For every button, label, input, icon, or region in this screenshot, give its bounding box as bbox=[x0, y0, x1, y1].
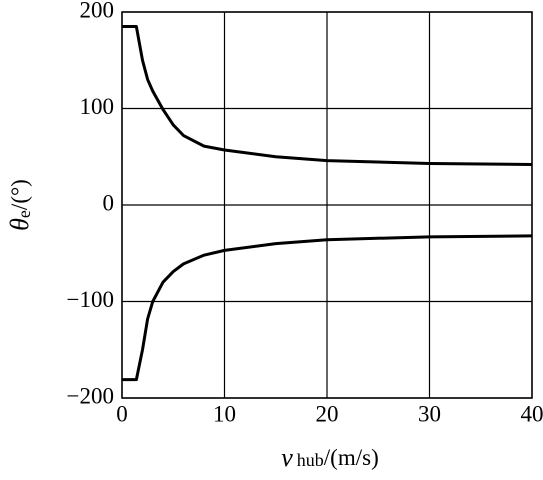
y-label-sub: e bbox=[14, 210, 34, 218]
x-label-sub: hub bbox=[297, 450, 324, 470]
y-axis-label: θe/(°) bbox=[5, 179, 34, 231]
plot-frame bbox=[121, 11, 533, 399]
x-tick-label: 0 bbox=[116, 401, 128, 426]
y-tick-label: −200 bbox=[67, 383, 114, 408]
y-label-unit: /(°) bbox=[7, 179, 32, 210]
x-label-unit: /(m/s) bbox=[324, 445, 379, 470]
series-line bbox=[122, 24, 533, 166]
x-tick-label: 30 bbox=[418, 401, 441, 426]
y-tick-label: −100 bbox=[67, 287, 114, 312]
y-tick-label: 200 bbox=[80, 0, 115, 22]
x-tick-label: 40 bbox=[521, 401, 543, 426]
y-tick-label: 100 bbox=[80, 94, 115, 119]
y-label-main: θ bbox=[5, 218, 34, 231]
x-label-main: v bbox=[281, 443, 293, 472]
y-tick-label: 0 bbox=[103, 190, 115, 215]
x-axis-label: v hub/(m/s) bbox=[281, 443, 379, 472]
series-line bbox=[122, 234, 533, 382]
x-tick-label: 20 bbox=[316, 401, 339, 426]
x-tick-label: 10 bbox=[213, 401, 236, 426]
